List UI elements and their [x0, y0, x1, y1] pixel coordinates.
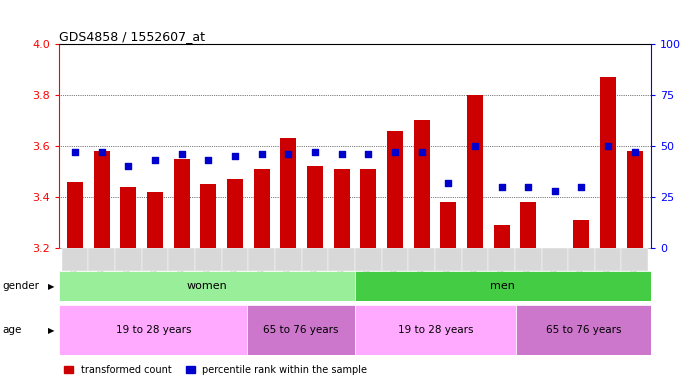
Bar	[515, 248, 541, 271]
Point	[416, 149, 427, 155]
Point	[96, 149, 107, 155]
Bar	[88, 248, 115, 271]
Point	[629, 149, 640, 155]
Point	[203, 157, 214, 163]
Text: 19 to 28 years: 19 to 28 years	[398, 325, 473, 335]
Point	[123, 163, 134, 169]
Text: 65 to 76 years: 65 to 76 years	[546, 325, 622, 335]
Bar	[333, 169, 349, 248]
Bar	[595, 248, 622, 271]
Bar	[301, 248, 329, 271]
Bar	[248, 248, 275, 271]
Point	[336, 151, 347, 157]
Point	[230, 153, 241, 159]
Text: 65 to 76 years: 65 to 76 years	[263, 325, 339, 335]
Bar	[142, 248, 168, 271]
Point	[310, 149, 321, 155]
Point	[549, 188, 560, 194]
Point	[363, 151, 374, 157]
Point	[496, 184, 507, 190]
Bar	[59, 271, 355, 301]
Bar	[409, 248, 435, 271]
Bar	[441, 202, 456, 248]
Bar	[200, 184, 216, 248]
Point	[176, 151, 187, 157]
Bar	[174, 159, 190, 248]
Bar	[67, 182, 83, 248]
Bar	[541, 248, 568, 271]
Point	[70, 149, 81, 155]
Bar	[329, 248, 355, 271]
Bar	[307, 166, 323, 248]
Text: ▶: ▶	[47, 281, 54, 291]
Text: age: age	[2, 325, 22, 335]
Bar	[254, 169, 269, 248]
Bar	[387, 131, 403, 248]
Bar	[115, 248, 142, 271]
Bar	[94, 151, 110, 248]
Point	[576, 184, 587, 190]
Text: men: men	[491, 281, 515, 291]
Bar	[488, 248, 515, 271]
Bar	[461, 248, 488, 271]
Bar	[168, 248, 195, 271]
Bar	[413, 121, 429, 248]
Bar	[622, 248, 648, 271]
Point	[469, 143, 480, 149]
Text: gender: gender	[2, 281, 39, 291]
Bar	[227, 179, 243, 248]
Bar	[275, 248, 301, 271]
Bar	[62, 248, 88, 271]
Bar	[361, 169, 377, 248]
Bar	[280, 138, 296, 248]
Bar	[120, 187, 136, 248]
Point	[443, 179, 454, 185]
Bar	[147, 192, 163, 248]
Bar	[222, 248, 248, 271]
Bar	[493, 225, 509, 248]
Text: ▶: ▶	[47, 326, 54, 335]
Point	[603, 143, 614, 149]
Point	[389, 149, 400, 155]
Bar	[381, 248, 409, 271]
Point	[256, 151, 267, 157]
Bar	[467, 95, 483, 248]
Bar	[568, 248, 595, 271]
Text: GDS4858 / 1552607_at: GDS4858 / 1552607_at	[59, 30, 205, 43]
Bar	[600, 77, 616, 248]
Bar	[247, 305, 355, 355]
Bar	[627, 151, 643, 248]
Bar	[520, 202, 536, 248]
Point	[523, 184, 534, 190]
Bar	[574, 220, 590, 248]
Legend: transformed count, percentile rank within the sample: transformed count, percentile rank withi…	[64, 365, 367, 375]
Bar	[435, 248, 461, 271]
Text: 19 to 28 years: 19 to 28 years	[116, 325, 191, 335]
Bar	[355, 305, 516, 355]
Text: women: women	[187, 281, 228, 291]
Point	[150, 157, 161, 163]
Point	[283, 151, 294, 157]
Bar	[195, 248, 222, 271]
Bar	[59, 305, 247, 355]
Bar	[355, 271, 651, 301]
Bar	[355, 248, 381, 271]
Bar	[516, 305, 651, 355]
